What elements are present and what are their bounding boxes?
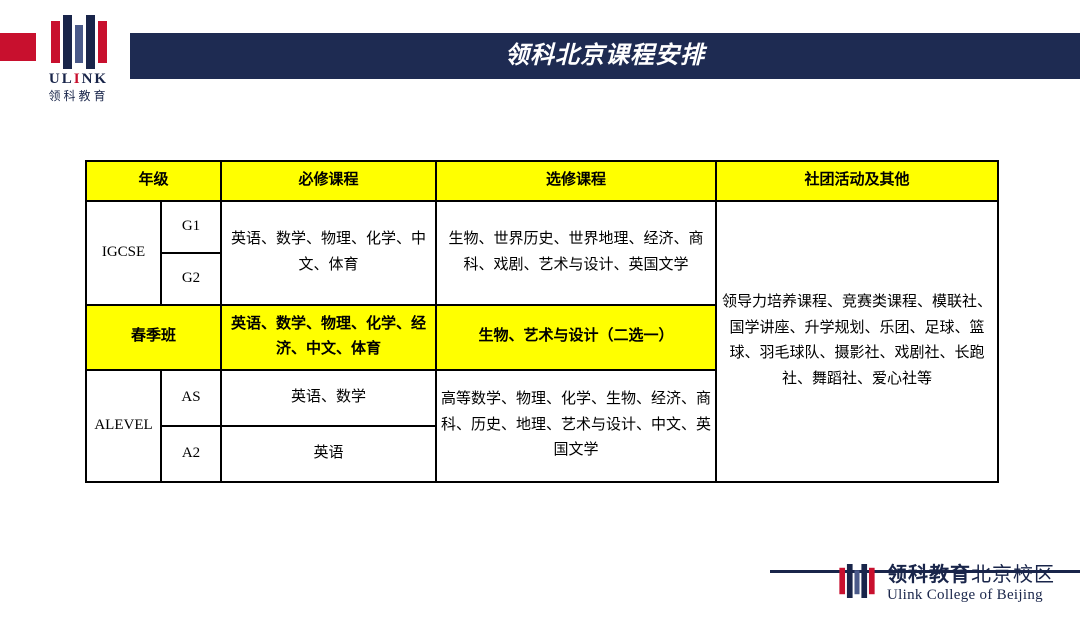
cell-igcse-elective: 生物、世界历史、世界地理、经济、商科、戏剧、艺术与设计、英国文学 [436,201,716,305]
logo-brand-cn: 领科教育 [40,87,117,104]
cell-a2: A2 [161,426,221,482]
cell-as: AS [161,370,221,426]
cell-alevel-required2: 英语 [221,426,436,482]
cell-g1: G1 [161,201,221,253]
cell-alevel-required1: 英语、数学 [221,370,436,426]
accent-bar-left [0,33,36,61]
cell-alevel-label: ALEVEL [86,370,161,482]
cell-clubs: 领导力培养课程、竞赛类课程、模联社、国学讲座、升学规划、乐团、足球、篮球、羽毛球… [716,201,998,482]
table-header-row: 年级 必修课程 选修课程 社团活动及其他 [86,161,998,201]
cell-igcse-label: IGCSE [86,201,161,305]
cell-spring-label: 春季班 [86,305,221,370]
cell-g2: G2 [161,253,221,305]
page-title: 领科北京课程安排 [130,33,1080,79]
footer-cn: 领科教育北京校区 [887,558,1055,587]
ulink-logo-icon [51,15,107,69]
header-grade: 年级 [86,161,221,201]
curriculum-table: 年级 必修课程 选修课程 社团活动及其他 IGCSE G1 英语、数学、物理、化… [85,160,999,483]
ulink-logo-icon: ULINK [837,564,877,598]
logo-brand-en: ULINK [40,71,117,88]
header-required: 必修课程 [221,161,436,201]
cell-igcse-required: 英语、数学、物理、化学、中文、体育 [221,201,436,305]
header-elective: 选修课程 [436,161,716,201]
footer-logo-text: 领科教育北京校区 Ulink College of Beijing [887,558,1055,604]
logo-top: ULINK 领科教育 [40,15,117,104]
header-clubs: 社团活动及其他 [716,161,998,201]
cell-spring-elective: 生物、艺术与设计（二选一） [436,305,716,370]
cell-alevel-elective: 高等数学、物理、化学、生物、经济、商科、历史、地理、艺术与设计、中文、英国文学 [436,370,716,482]
footer-en: Ulink College of Beijing [887,587,1055,604]
footer-logo: ULINK 领科教育北京校区 Ulink College of Beijing [837,558,1055,604]
table-row: IGCSE G1 英语、数学、物理、化学、中文、体育 生物、世界历史、世界地理、… [86,201,998,253]
cell-spring-required: 英语、数学、物理、化学、经济、中文、体育 [221,305,436,370]
curriculum-table-wrap: 年级 必修课程 选修课程 社团活动及其他 IGCSE G1 英语、数学、物理、化… [85,160,997,483]
